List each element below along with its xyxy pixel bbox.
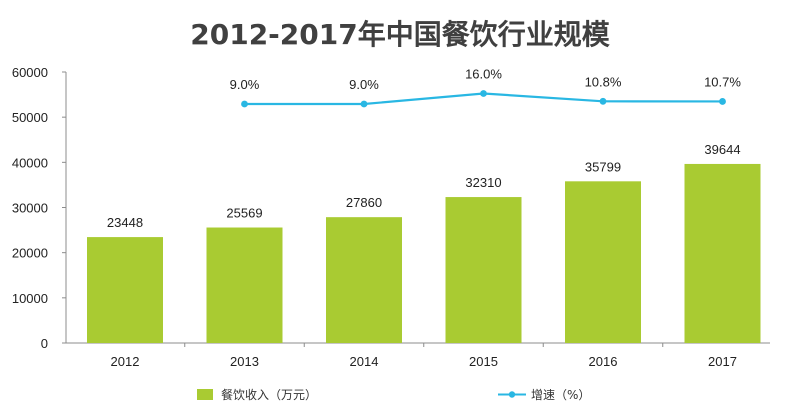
legend-swatch-bar [197, 389, 213, 400]
x-tick-label: 2014 [350, 354, 379, 369]
bar [326, 217, 402, 343]
bar-value-label: 23448 [107, 215, 143, 230]
chart-title: 2012-2017年中国餐饮行业规模 [190, 18, 610, 51]
line-value-label: 9.0% [349, 77, 379, 92]
line-point [360, 100, 368, 108]
bar-series: 23448 25569 27860 32310 35799 39644 [87, 142, 761, 343]
line-point [241, 100, 248, 108]
bar [206, 227, 283, 343]
bar-value-label: 39644 [704, 142, 740, 157]
bar [684, 163, 761, 343]
x-tick-label: 2016 [589, 354, 618, 369]
line-value-label: 10.8% [585, 74, 622, 89]
axes: 0 10000 20000 30000 40000 50000 60000 2012 2013 2… [12, 65, 770, 369]
legend-label-line: 增速（%） [531, 388, 590, 402]
y-tick-label: 0 [41, 336, 48, 351]
line-point [599, 97, 607, 105]
y-tick-label: 10000 [12, 291, 48, 306]
bar-value-label: 32310 [465, 175, 501, 190]
bar-value-label: 25569 [226, 206, 262, 221]
y-tick-label: 30000 [12, 201, 48, 216]
legend-label-bar: 餐饮收入（万元） [221, 387, 317, 402]
y-tick-label: 20000 [12, 246, 48, 261]
line-value-label: 10.7% [704, 74, 741, 89]
line-value-label: 9.0% [230, 77, 260, 92]
bar-value-label: 35799 [585, 159, 621, 174]
bar [87, 237, 163, 343]
line-value-label: 16.0% [465, 67, 502, 82]
line-point [480, 90, 487, 97]
y-tick-label: 40000 [12, 155, 48, 170]
y-tick-label: 50000 [12, 110, 48, 125]
y-tick-label: 60000 [12, 65, 48, 80]
legend: 餐饮收入（万元） 增速（%） [197, 387, 590, 402]
x-tick-label: 2013 [230, 354, 259, 369]
bar [565, 181, 641, 343]
x-tick-label: 2012 [111, 354, 140, 369]
bar-value-label: 27860 [346, 195, 382, 210]
line-series: 9.0% 9.0% 16.0% 10.8% 10.7% [230, 67, 741, 108]
line-point [719, 98, 726, 105]
legend-marker-line [508, 391, 516, 398]
x-tick-label: 2015 [469, 354, 498, 369]
bar [445, 197, 522, 343]
x-tick-label: 2017 [708, 354, 737, 369]
